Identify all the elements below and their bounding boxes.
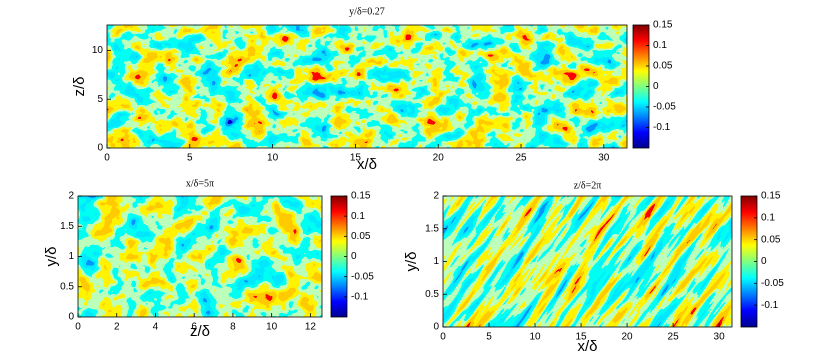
contour-field-group xyxy=(78,196,322,317)
y-tick-label: 5 xyxy=(97,94,103,105)
x-tick-label: 5 xyxy=(187,153,193,164)
colorbar-tick-label: 0.15 xyxy=(351,191,371,202)
colorbar-tick-label: 0.05 xyxy=(653,61,673,72)
x-tick-label: 0 xyxy=(104,153,110,164)
x-tick-label: 15 xyxy=(350,153,362,164)
contour-field-group xyxy=(107,25,627,148)
x-tick-label: 30 xyxy=(598,153,610,164)
x-tick-label: 12 xyxy=(305,322,317,333)
colorbar-tick-label: -0.1 xyxy=(351,291,369,302)
y-tick-label: 2 xyxy=(433,191,439,202)
y-tick-label: 0 xyxy=(433,322,439,333)
y-tick-label: 1.5 xyxy=(60,221,74,232)
colorbar-tick-label: 0.1 xyxy=(653,40,667,51)
y-tick-label: 0 xyxy=(68,312,74,323)
y-tick-label: 0.5 xyxy=(60,281,74,292)
plot-title: y/δ=0.27 xyxy=(349,6,385,17)
y-axis-label: z/δ xyxy=(71,76,88,96)
contour-field xyxy=(107,25,627,148)
contour-field xyxy=(443,196,732,327)
y-tick-label: 2 xyxy=(68,191,74,202)
y-axis-label: y/δ xyxy=(403,251,420,271)
colorbar-tick-label: -0.05 xyxy=(351,271,374,282)
colorbar-tick-label: 0.1 xyxy=(761,212,775,223)
x-tick-label: 20 xyxy=(622,332,634,343)
x-tick-label: 25 xyxy=(668,332,680,343)
y-tick-label: 10 xyxy=(92,45,104,56)
x-tick-label: 15 xyxy=(575,332,587,343)
x-axis-label: x/δ xyxy=(577,338,597,355)
colorbar-tick-label: 0.1 xyxy=(351,211,365,222)
contour-field xyxy=(78,196,322,317)
x-tick-label: 4 xyxy=(153,322,159,333)
plot-title: x/δ=5π xyxy=(186,178,214,189)
colorbar-tick-label: 0.05 xyxy=(761,234,781,245)
x-tick-label: 30 xyxy=(714,332,726,343)
colorbar-tick-label: -0.05 xyxy=(761,278,784,289)
x-tick-label: 20 xyxy=(433,153,445,164)
colorbar-tick-label: 0 xyxy=(761,256,767,267)
colorbar-tick-label: -0.05 xyxy=(653,102,676,113)
colorbar-tick-label: 0.05 xyxy=(351,231,371,242)
x-tick-label: 10 xyxy=(266,322,278,333)
plot-title: z/δ=2π xyxy=(574,180,602,191)
colorbar-tick-label: -0.1 xyxy=(761,300,779,311)
x-tick-label: 8 xyxy=(230,322,236,333)
colorbar-tick-label: -0.1 xyxy=(653,122,671,133)
x-axis-label: z/δ xyxy=(190,323,210,340)
y-tick-label: 1 xyxy=(433,256,439,267)
x-tick-label: 6 xyxy=(191,322,197,333)
y-axis-label: y/δ xyxy=(43,246,60,266)
y-tick-label: 1 xyxy=(68,251,74,262)
y-tick-label: 1.5 xyxy=(425,223,439,234)
y-tick-label: 0.5 xyxy=(425,289,439,300)
x-axis-label: x/δ xyxy=(357,156,377,173)
colorbar-tick-label: 0.15 xyxy=(761,191,781,202)
colorbar-tick-label: 0.15 xyxy=(653,20,673,31)
x-tick-label: 0 xyxy=(75,322,81,333)
x-tick-label: 10 xyxy=(529,332,541,343)
x-tick-label: 2 xyxy=(114,322,120,333)
y-tick-label: 0 xyxy=(97,143,103,154)
x-tick-label: 10 xyxy=(267,153,279,164)
contour-field-group xyxy=(443,196,732,327)
colorbar-tick-label: 0 xyxy=(653,81,659,92)
axes-frame xyxy=(106,24,628,149)
x-tick-label: 0 xyxy=(440,332,446,343)
x-tick-label: 25 xyxy=(515,153,527,164)
colorbar-tick-label: 0 xyxy=(351,251,357,262)
x-tick-label: 5 xyxy=(486,332,492,343)
